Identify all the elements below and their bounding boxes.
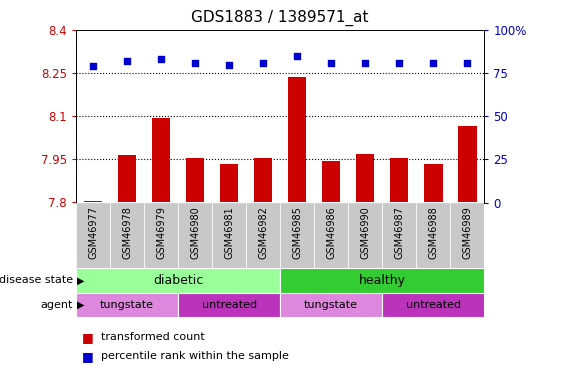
Bar [118,155,136,203]
Text: transformed count: transformed count [101,333,205,342]
Bar [390,158,409,203]
Text: ▶: ▶ [77,300,84,310]
Bar [110,202,144,268]
Text: GSM46986: GSM46986 [326,206,336,259]
Point [428,60,437,66]
Bar [178,202,212,268]
Text: GSM46990: GSM46990 [360,206,370,259]
Bar [322,161,341,202]
Bar [382,292,484,317]
Bar [151,118,171,202]
Point [361,60,370,66]
Text: agent: agent [41,300,73,310]
Text: GSM46987: GSM46987 [394,206,404,260]
Bar [458,126,476,202]
Text: percentile rank within the sample: percentile rank within the sample [101,351,289,361]
Point [88,63,97,69]
Text: untreated: untreated [405,300,461,310]
Text: GSM46981: GSM46981 [224,206,234,259]
Text: GSM46988: GSM46988 [428,206,438,259]
Point [327,60,336,66]
Bar [76,268,280,292]
Text: disease state: disease state [0,275,73,285]
Point [463,60,472,66]
Bar [76,202,110,268]
Bar [356,154,374,203]
Text: GSM46982: GSM46982 [258,206,268,260]
Bar [280,268,484,292]
Point [395,60,404,66]
Bar [144,202,178,268]
Bar [288,77,306,203]
Bar [246,202,280,268]
Text: healthy: healthy [359,274,405,287]
Point [258,60,267,66]
Text: GSM46985: GSM46985 [292,206,302,260]
Text: GSM46979: GSM46979 [156,206,166,260]
Bar [76,292,178,317]
Text: tungstate: tungstate [100,300,154,310]
Text: GSM46978: GSM46978 [122,206,132,260]
Bar [220,164,238,202]
Point [293,53,302,59]
Bar [314,202,348,268]
Text: GSM46989: GSM46989 [462,206,472,259]
Bar [254,158,272,203]
Text: GSM46980: GSM46980 [190,206,200,259]
Text: GSM46977: GSM46977 [88,206,98,260]
Point [225,62,234,68]
Bar [178,292,280,317]
Bar [84,201,102,202]
Text: ■: ■ [82,350,93,363]
Text: tungstate: tungstate [304,300,358,310]
Bar [450,202,484,268]
Bar [382,202,416,268]
Point [190,60,199,66]
Bar [212,202,246,268]
Bar [280,292,382,317]
Text: ■: ■ [82,331,93,344]
Point [123,58,132,64]
Text: ▶: ▶ [77,275,84,285]
Bar [280,202,314,268]
Bar [416,202,450,268]
Point [157,56,166,62]
Bar [186,158,204,203]
Title: GDS1883 / 1389571_at: GDS1883 / 1389571_at [191,10,369,26]
Text: diabetic: diabetic [153,274,203,287]
Bar [348,202,382,268]
Bar [424,164,443,202]
Text: untreated: untreated [202,300,257,310]
